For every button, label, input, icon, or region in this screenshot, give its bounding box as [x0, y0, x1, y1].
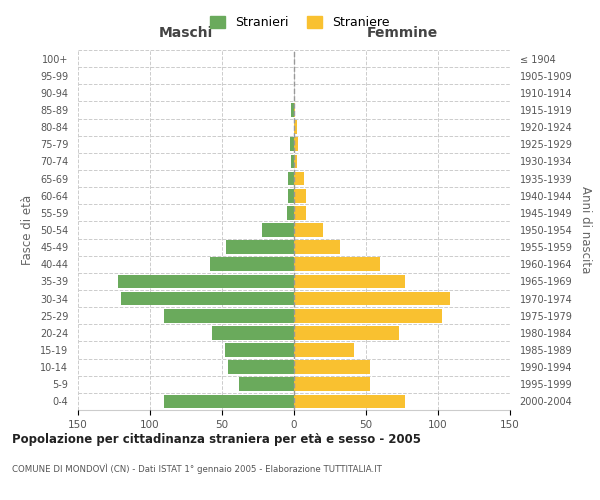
- Bar: [294, 206, 305, 220]
- Bar: [225, 343, 294, 357]
- Bar: [121, 292, 294, 306]
- Y-axis label: Anni di nascita: Anni di nascita: [579, 186, 592, 274]
- Bar: [294, 240, 340, 254]
- Bar: [288, 189, 294, 202]
- Bar: [294, 258, 380, 271]
- Bar: [294, 120, 297, 134]
- Bar: [287, 206, 294, 220]
- Bar: [294, 292, 449, 306]
- Bar: [294, 223, 323, 237]
- Bar: [288, 172, 294, 185]
- Bar: [291, 154, 294, 168]
- Bar: [294, 309, 442, 322]
- Y-axis label: Fasce di età: Fasce di età: [22, 195, 34, 265]
- Text: COMUNE DI MONDOVÌ (CN) - Dati ISTAT 1° gennaio 2005 - Elaborazione TUTTITALIA.IT: COMUNE DI MONDOVÌ (CN) - Dati ISTAT 1° g…: [12, 464, 382, 474]
- Legend: Stranieri, Straniere: Stranieri, Straniere: [205, 11, 395, 34]
- Bar: [164, 309, 294, 322]
- Bar: [290, 138, 294, 151]
- Bar: [294, 274, 405, 288]
- Text: Popolazione per cittadinanza straniera per età e sesso - 2005: Popolazione per cittadinanza straniera p…: [12, 432, 421, 446]
- Bar: [294, 378, 370, 391]
- Bar: [211, 258, 294, 271]
- Bar: [294, 138, 298, 151]
- Bar: [291, 103, 294, 117]
- Bar: [294, 154, 297, 168]
- Bar: [239, 378, 294, 391]
- Bar: [226, 240, 294, 254]
- Bar: [294, 172, 304, 185]
- Bar: [294, 103, 295, 117]
- Bar: [294, 326, 399, 340]
- Bar: [294, 394, 405, 408]
- Bar: [262, 223, 294, 237]
- Bar: [294, 360, 370, 374]
- Bar: [294, 189, 305, 202]
- Bar: [294, 343, 355, 357]
- Bar: [164, 394, 294, 408]
- Bar: [118, 274, 294, 288]
- Bar: [212, 326, 294, 340]
- Bar: [228, 360, 294, 374]
